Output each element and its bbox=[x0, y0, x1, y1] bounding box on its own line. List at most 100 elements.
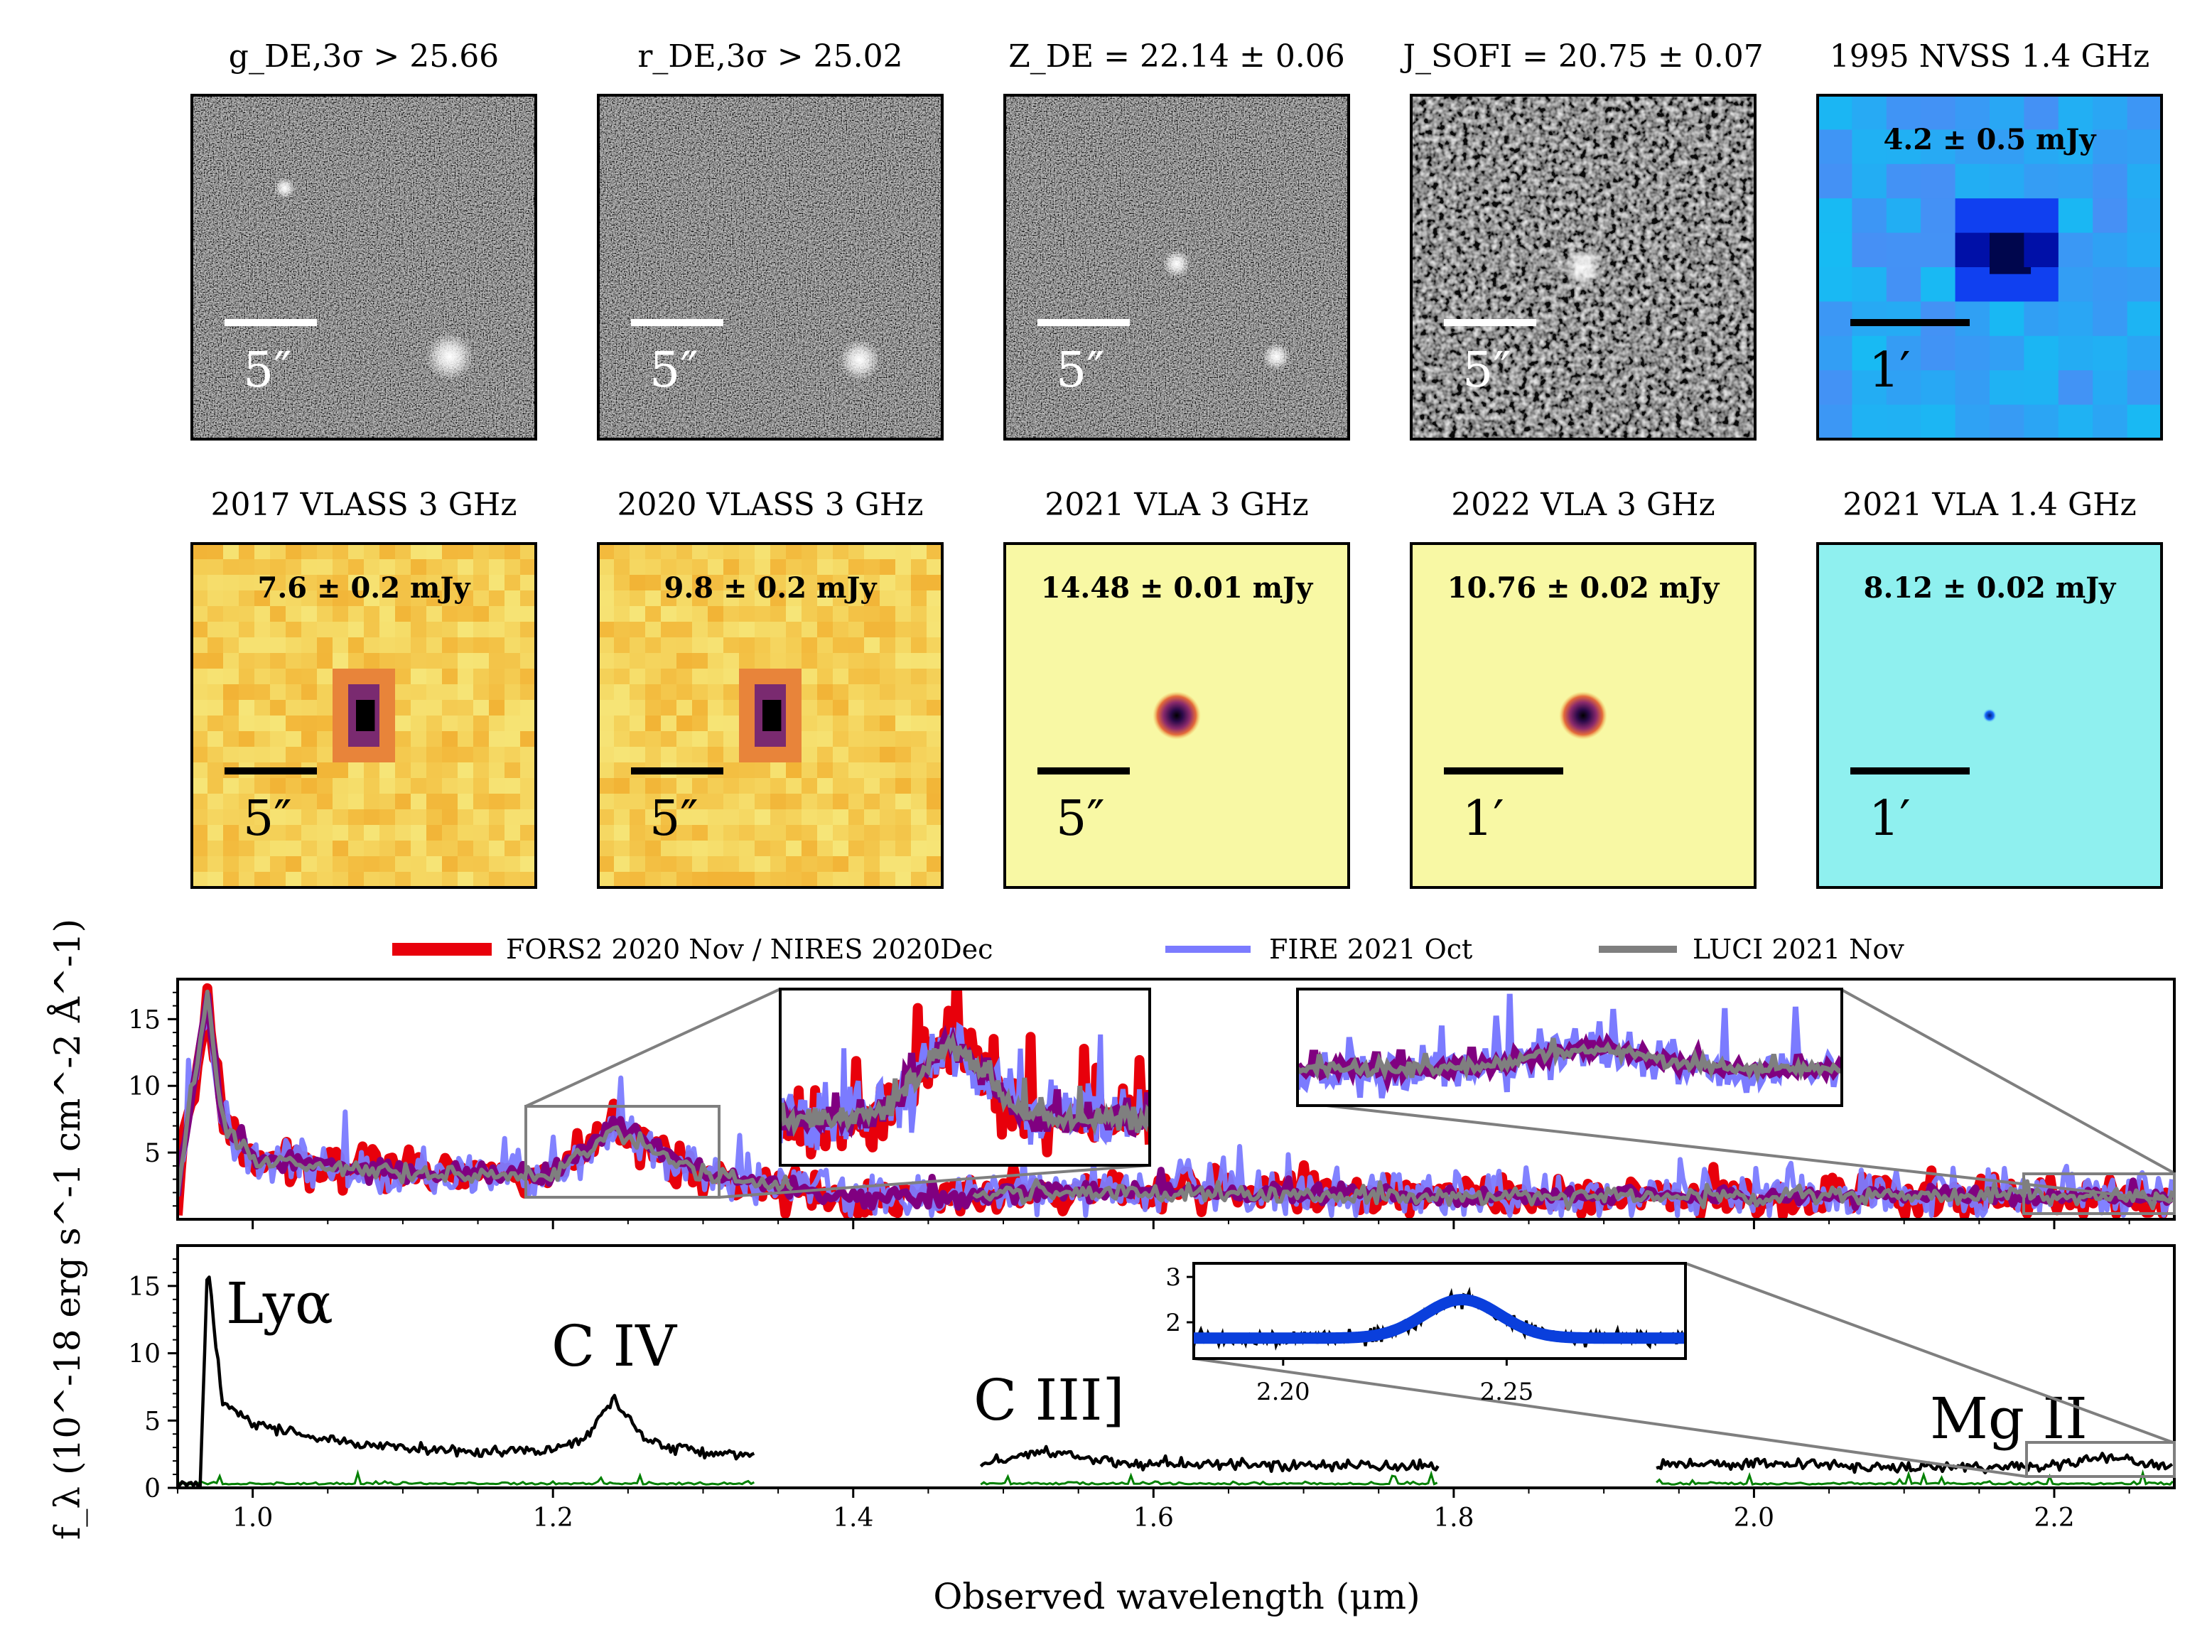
top-y-axis: 5 10 15 bbox=[128, 991, 178, 1207]
inset-civ bbox=[779, 988, 1151, 1167]
composite-segment-3 bbox=[1656, 1452, 2174, 1474]
inset-fit-model-line bbox=[1194, 1293, 1684, 1344]
scale-label: 5″ bbox=[1056, 791, 1105, 847]
thumbnail-title: 2020 VLASS 3 GHz bbox=[617, 487, 924, 523]
composite-segment-1 bbox=[178, 1275, 755, 1488]
thumbnail-10: 2021 VLA 1.4 GHz 1′ 8.12 ± 0.02 mJy bbox=[1816, 487, 2163, 889]
thumbnail-4: J_SOFI = 20.75 ± 0.07 5″ bbox=[1400, 38, 1764, 441]
y-tick-label: 10 bbox=[128, 1340, 161, 1369]
thumbnail-5: 1995 NVSS 1.4 GHz 1′ 4.2 ± 0.5 mJy bbox=[1816, 38, 2163, 441]
y-axis-label: f_λ (10^-18 erg s^-1 cm^-2 Å^-1) bbox=[46, 919, 88, 1540]
bottom-y-axis: 0 5 10 15 bbox=[128, 1258, 178, 1503]
thumbnail-title: 2017 VLASS 3 GHz bbox=[211, 487, 517, 523]
zoom-box-mgii bbox=[2025, 1441, 2176, 1478]
x-tick-label: 2.0 bbox=[1734, 1503, 1774, 1533]
label-ciii: C III] bbox=[973, 1367, 1125, 1433]
legend-label-fors2: FORS2 2020 Nov / NIRES 2020Dec bbox=[506, 934, 993, 965]
x-tick-label: 1.6 bbox=[1133, 1503, 1174, 1533]
zoom-box-civ bbox=[524, 1105, 721, 1199]
thumbnail-6: 2017 VLASS 3 GHz 5″ 7.6 ± 0.2 mJy bbox=[190, 487, 537, 889]
thumbnail-title: r_DE,3σ > 25.02 bbox=[637, 38, 902, 75]
thumbnail-grid: g_DE,3σ > 25.665″r_DE,3σ > 25.025″Z_DE =… bbox=[190, 38, 2163, 889]
thumbnail-9: 2022 VLA 3 GHz 1′ 10.76 ± 0.02 mJy bbox=[1410, 487, 1757, 889]
inset-mgii bbox=[1296, 988, 1843, 1107]
observed-spectra-panel: FORS2 2020 Nov / NIRES 2020Dec FIRE 2021… bbox=[128, 934, 2176, 1229]
y-tick-label: 5 bbox=[144, 1407, 161, 1436]
y-tick-label: 0 bbox=[144, 1474, 161, 1503]
inset-x-tick-label: 2.20 bbox=[1256, 1378, 1310, 1406]
thumbnail-title: Z_DE = 22.14 ± 0.06 bbox=[1008, 38, 1345, 75]
thumbnail-title: 1995 NVSS 1.4 GHz bbox=[1830, 38, 2149, 75]
flux-label: 10.76 ± 0.02 mJy bbox=[1447, 571, 1720, 605]
top-x-axis bbox=[252, 1219, 2130, 1229]
zoom-line bbox=[1320, 1103, 2174, 1202]
source-blob bbox=[1559, 691, 1607, 740]
series-luci-line bbox=[178, 989, 2174, 1211]
zoom-box-mgii-top bbox=[2022, 1172, 2176, 1215]
zoom-line bbox=[718, 1164, 1150, 1199]
thumbnail-2: r_DE,3σ > 25.02 5″ bbox=[597, 38, 944, 441]
inset-y-tick-label: 2 bbox=[1165, 1309, 1181, 1337]
flux-label: 4.2 ± 0.5 mJy bbox=[1884, 123, 2098, 156]
y-tick-label: 15 bbox=[128, 1273, 161, 1302]
source-blob bbox=[1162, 249, 1191, 278]
source-blob bbox=[274, 178, 296, 199]
label-mgii: Mg II bbox=[1930, 1386, 2088, 1452]
zoom-line bbox=[1840, 988, 2174, 1174]
flux-label: 9.8 ± 0.2 mJy bbox=[664, 571, 878, 605]
inset-mgii-luci-line bbox=[1299, 1037, 1840, 1084]
noise-spectrum-line bbox=[178, 1469, 2174, 1486]
scale-label: 5″ bbox=[243, 791, 292, 847]
scale-label: 5″ bbox=[1462, 342, 1511, 399]
label-lya: Lyα bbox=[226, 1270, 333, 1337]
x-tick-label: 1.0 bbox=[232, 1503, 273, 1533]
flux-label: 8.12 ± 0.02 mJy bbox=[1864, 571, 2117, 605]
inset-civ-luci-line bbox=[782, 1032, 1148, 1138]
scale-label: 5″ bbox=[649, 791, 698, 847]
x-axis-label: Observed wavelength (μm) bbox=[933, 1576, 1420, 1617]
thumbnail-title: g_DE,3σ > 25.66 bbox=[229, 38, 499, 75]
zoom-line bbox=[525, 988, 781, 1108]
y-tick-label: 10 bbox=[128, 1072, 161, 1101]
inset-y-tick-label: 3 bbox=[1165, 1263, 1181, 1292]
legend-label-luci: LUCI 2021 Nov bbox=[1693, 934, 1904, 965]
zoom-line bbox=[1685, 1262, 2174, 1444]
scale-label: 5″ bbox=[649, 342, 698, 399]
scale-label: 1′ bbox=[1869, 342, 1911, 399]
scale-label: 5″ bbox=[1056, 342, 1105, 399]
x-tick-label: 2.2 bbox=[2034, 1503, 2074, 1533]
legend: FORS2 2020 Nov / NIRES 2020Dec FIRE 2021… bbox=[392, 934, 1904, 965]
thumbnail-title: J_SOFI = 20.75 ± 0.07 bbox=[1400, 38, 1763, 75]
source-blob bbox=[1982, 708, 1997, 723]
thumbnail-3: Z_DE = 22.14 ± 0.06 5″ bbox=[1003, 38, 1350, 441]
zoom-line bbox=[1193, 1357, 2027, 1478]
bottom-x-axis: 1.0 1.2 1.4 1.6 1.8 2.0 2.2 bbox=[177, 1488, 2130, 1533]
composite-spectrum-panel: 0 5 10 15 1.0 1.2 1.4 1.6 1.8 2.0 2.2 Lyα C IV C … bbox=[46, 919, 2176, 1617]
x-tick-label: 1.8 bbox=[1433, 1503, 1474, 1533]
thumbnail-title: 2022 VLA 3 GHz bbox=[1451, 487, 1715, 523]
source-blob bbox=[1562, 246, 1604, 288]
x-tick-label: 1.2 bbox=[533, 1503, 573, 1533]
flux-label: 14.48 ± 0.01 mJy bbox=[1041, 571, 1314, 605]
flux-label: 7.6 ± 0.2 mJy bbox=[258, 571, 472, 605]
label-civ: C IV bbox=[551, 1313, 677, 1379]
legend-label-fire: FIRE 2021 Oct bbox=[1269, 934, 1472, 965]
source-blob bbox=[1153, 691, 1201, 740]
thumbnail-7: 2020 VLASS 3 GHz 5″ 9.8 ± 0.2 mJy bbox=[597, 487, 944, 889]
thumbnail-title: 2021 VLA 3 GHz bbox=[1045, 487, 1308, 523]
thumbnail-8: 2021 VLA 3 GHz 5″ 14.48 ± 0.01 mJy bbox=[1003, 487, 1350, 889]
source-blob bbox=[426, 332, 474, 381]
scale-label: 1′ bbox=[1462, 791, 1504, 847]
inset-mgii-fit: 2 3 2.20 2.25 bbox=[1165, 1262, 1687, 1406]
thumbnail-title: 2021 VLA 1.4 GHz bbox=[1843, 487, 2136, 523]
y-tick-label: 15 bbox=[128, 1005, 161, 1035]
x-tick-label: 1.4 bbox=[833, 1503, 873, 1533]
y-tick-label: 5 bbox=[144, 1139, 161, 1168]
scale-label: 5″ bbox=[243, 342, 292, 399]
source-blob bbox=[838, 339, 880, 381]
source-blob bbox=[1263, 342, 1290, 371]
thumbnail-1: g_DE,3σ > 25.66 5″ bbox=[190, 38, 537, 441]
scale-label: 1′ bbox=[1869, 791, 1911, 847]
composite-segment-2 bbox=[979, 1445, 1440, 1473]
